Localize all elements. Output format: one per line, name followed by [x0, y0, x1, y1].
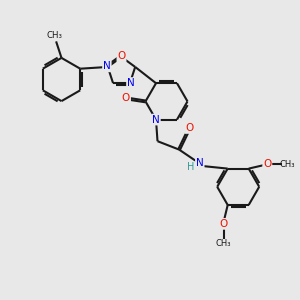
Text: O: O — [219, 219, 228, 229]
Text: O: O — [122, 93, 130, 103]
Text: CH₃: CH₃ — [46, 32, 63, 40]
Text: O: O — [117, 51, 126, 62]
Text: H: H — [188, 162, 195, 172]
Text: O: O — [263, 159, 272, 169]
Text: N: N — [152, 115, 160, 124]
Text: CH₃: CH₃ — [216, 239, 231, 248]
Text: CH₃: CH₃ — [279, 160, 295, 169]
Text: N: N — [196, 158, 204, 168]
Text: N: N — [127, 78, 135, 88]
Text: O: O — [185, 123, 194, 133]
Text: N: N — [103, 61, 111, 71]
